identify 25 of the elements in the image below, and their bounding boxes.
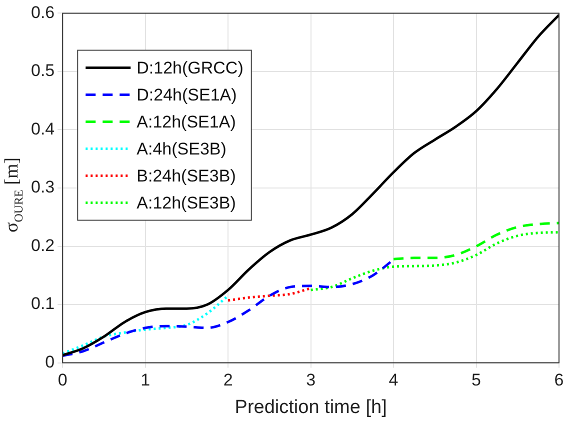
- x-tick-label: 4: [388, 370, 398, 390]
- y-tick-label: 0.5: [30, 61, 55, 80]
- y-tick-label: 0.4: [30, 119, 55, 138]
- x-tick-label: 1: [140, 370, 150, 390]
- legend-label: A:4h(SE3B): [136, 139, 226, 158]
- y-tick-label: 0.3: [30, 178, 55, 197]
- x-tick-label: 2: [223, 370, 233, 390]
- line-series: [310, 231, 559, 292]
- y-tick-label: 0.2: [30, 236, 55, 255]
- legend-label: A:12h(SE1A): [136, 112, 236, 132]
- legend-label: B:24h(SE3B): [136, 166, 236, 186]
- y-tick-label: 0.1: [30, 294, 55, 314]
- legend-label: D:12h(GRCC): [136, 58, 244, 78]
- y-tick-label: 0.6: [30, 2, 55, 22]
- line-series: [226, 286, 312, 302]
- line-series: [392, 222, 559, 260]
- line-series: [62, 294, 230, 355]
- x-axis-title: Prediction time [h]: [234, 396, 387, 418]
- x-tick-label: 5: [472, 370, 482, 390]
- x-tick-label: 0: [58, 370, 68, 390]
- x-tick-label: 3: [306, 370, 316, 390]
- legend-label: D:24h(SE1A): [136, 85, 237, 104]
- y-tick-label: 0: [45, 352, 55, 372]
- legend-label: A:12h(SE3B): [136, 193, 236, 212]
- x-tick-label: 6: [554, 370, 564, 390]
